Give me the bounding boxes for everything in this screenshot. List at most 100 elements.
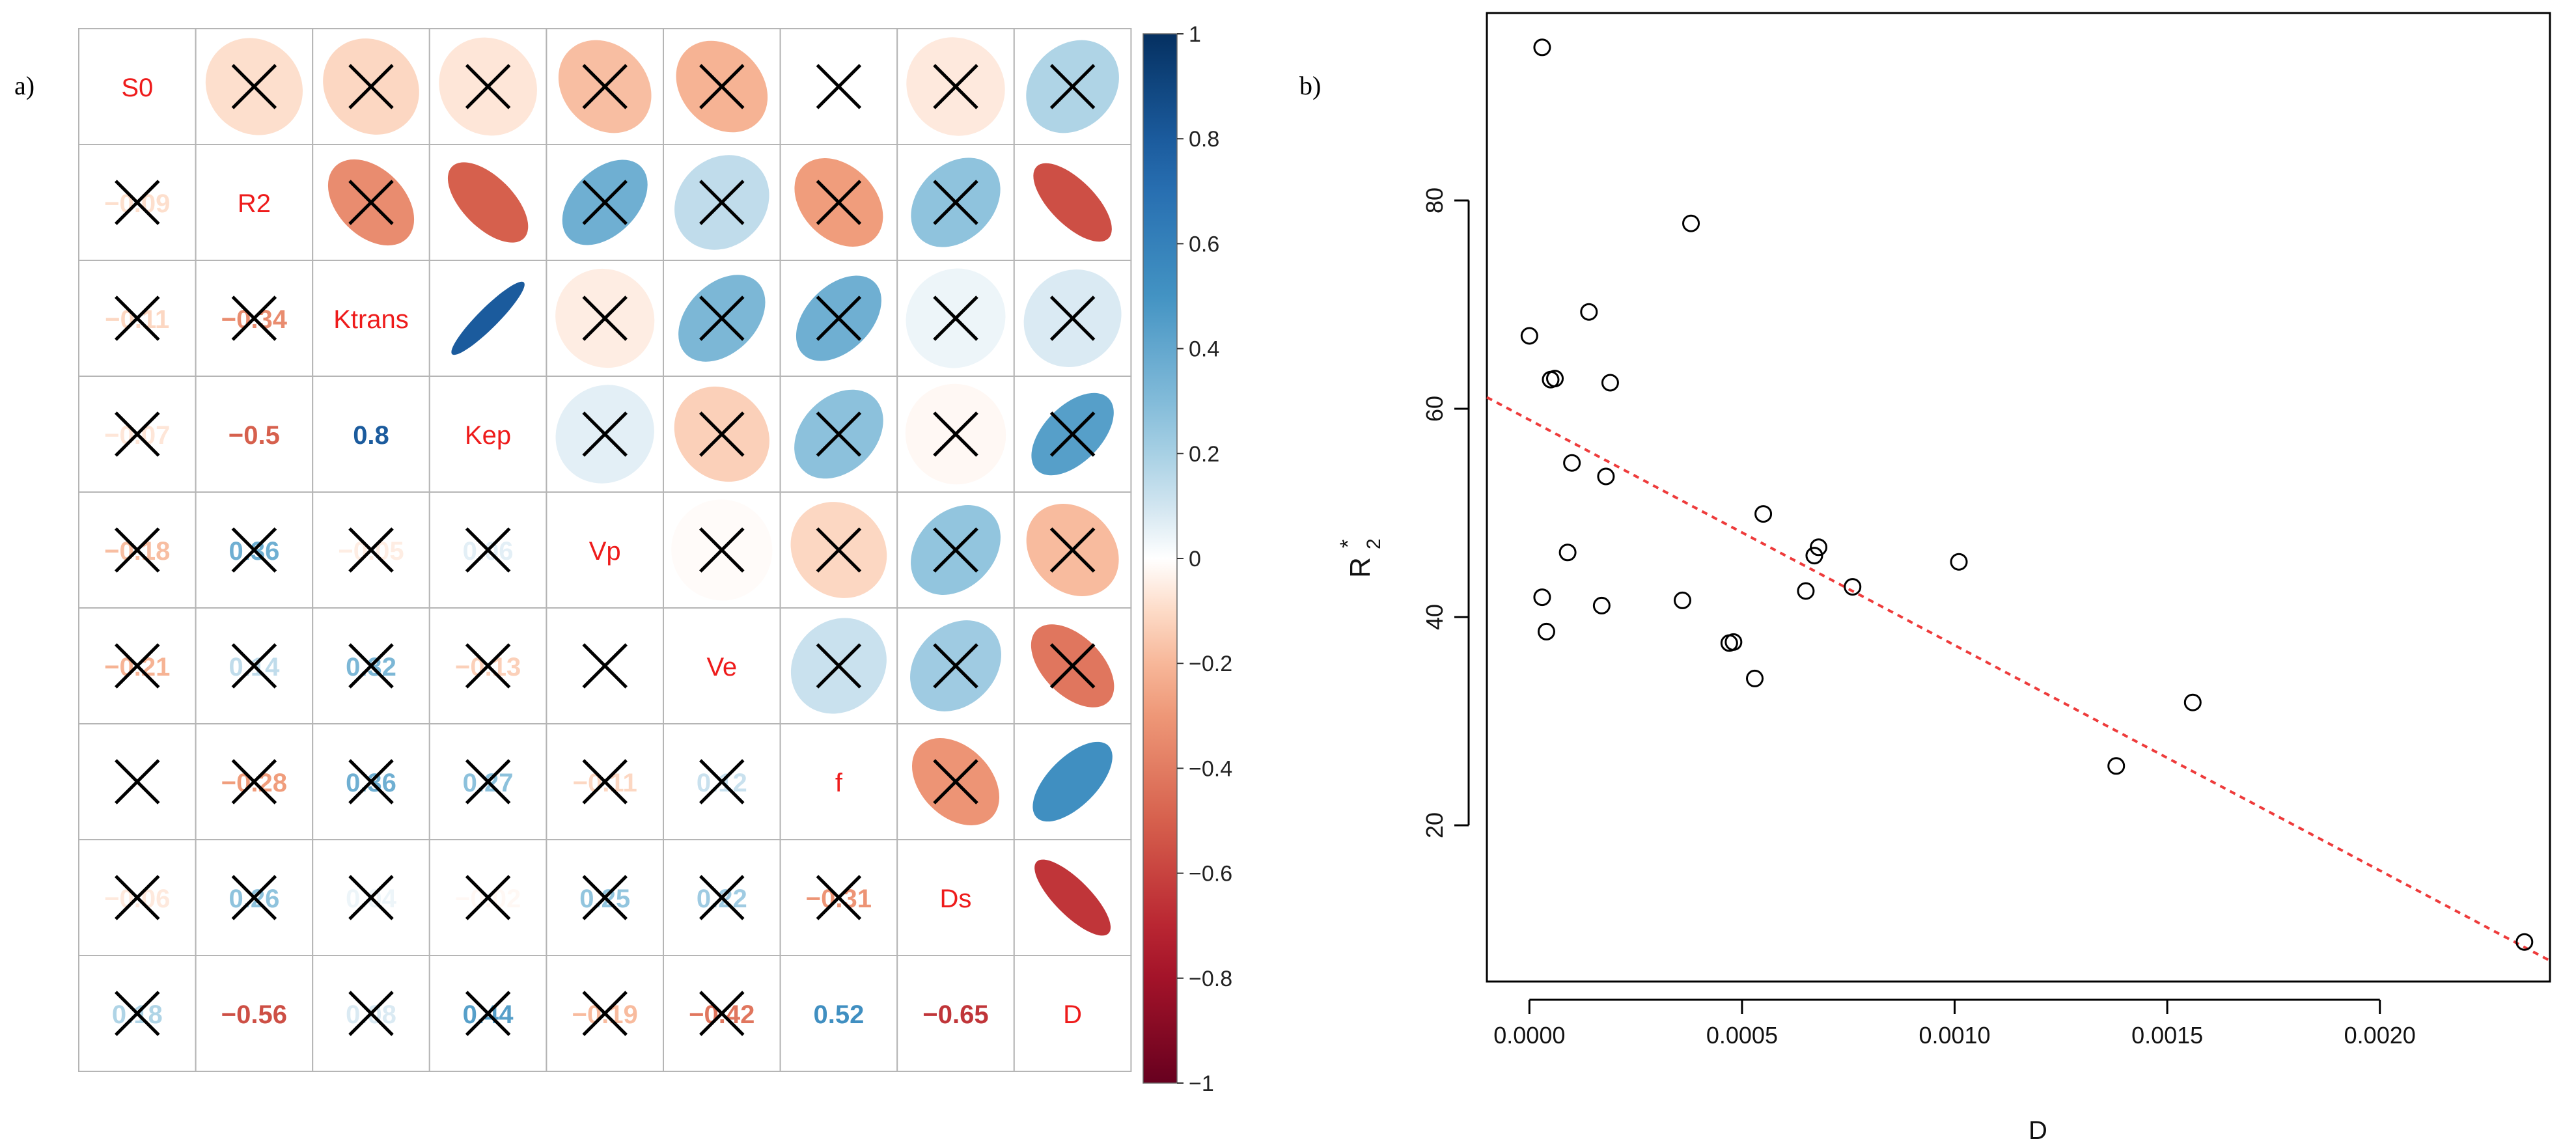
variable-label: Ve (706, 653, 737, 681)
significance-cross (1049, 64, 1096, 109)
colorbar-tick-label: −0.2 (1189, 652, 1232, 676)
variable-label: Vp (589, 537, 621, 566)
matrix-cell (663, 28, 781, 145)
correlation-ellipse (1034, 859, 1111, 936)
significance-cross (231, 296, 277, 341)
matrix-cell (779, 144, 898, 261)
correlation-value: −0.56 (221, 1000, 287, 1029)
matrix-cell: −0.21 (78, 607, 197, 724)
y-axis-label-superscript: * (1336, 540, 1361, 548)
colorbar-tick-label: 0 (1189, 547, 1201, 571)
significance-cross (115, 411, 160, 457)
significance-cross (699, 991, 745, 1036)
matrix-cell (779, 260, 898, 377)
y-tick-label: 40 (1421, 604, 1448, 630)
colorbar-tick-label: −1 (1189, 1071, 1214, 1096)
matrix-cell: −0.34 (195, 260, 314, 377)
data-point (2515, 933, 2534, 951)
matrix-cell: 0.27 (428, 723, 547, 840)
data-point (2107, 757, 2126, 775)
data-point (1805, 547, 1823, 565)
matrix-cell: 0.14 (195, 607, 314, 724)
y-tick-label: 60 (1421, 396, 1448, 422)
correlation-value: 0.8 (353, 421, 389, 450)
significance-cross (582, 64, 628, 109)
significance-cross (582, 180, 628, 225)
data-point (1809, 538, 1827, 557)
matrix-cell (546, 144, 665, 261)
significance-cross (816, 875, 862, 920)
significance-cross (816, 411, 862, 457)
significance-cross (816, 64, 862, 109)
cell-border (663, 607, 781, 724)
matrix-cell: −0.65 (896, 955, 1015, 1072)
matrix-cell (428, 28, 547, 145)
scatter-plot: 0.0000 0.0005 0.0010 0.0015 0.0020 D 20 40 60 80 R… (1336, 12, 2551, 1141)
cell-border (896, 955, 1015, 1072)
matrix-cell (896, 28, 1015, 145)
significance-cross (465, 64, 511, 109)
matrix-cell (896, 260, 1015, 377)
matrix-cell (779, 607, 898, 724)
matrix-cell: −0.07 (78, 376, 197, 493)
significance-cross (1049, 411, 1096, 457)
significance-cross (465, 759, 511, 804)
matrix-cell: 0.12 (663, 723, 781, 840)
significance-cross (348, 527, 394, 573)
matrix-cell (779, 28, 898, 145)
variable-label: Ds (940, 885, 972, 913)
matrix-cell: Kep (428, 376, 547, 493)
significance-cross (582, 296, 628, 341)
cell-border (546, 491, 665, 609)
matrix-cell (312, 28, 430, 145)
matrix-cell (312, 144, 430, 261)
y-tick-label: 20 (1421, 812, 1448, 838)
variable-label: S0 (121, 74, 153, 102)
significance-cross (933, 527, 978, 573)
significance-cross (699, 527, 745, 573)
matrix-cell (779, 491, 898, 609)
matrix-cell: 0.18 (78, 955, 197, 1072)
data-point (1520, 327, 1538, 345)
colorbar-tick-label: −0.6 (1189, 862, 1232, 887)
matrix-cell: R2 (195, 144, 314, 261)
matrix-cell (546, 607, 665, 724)
matrix-cell: −0.5 (195, 376, 314, 493)
matrix-cell: Ds (896, 839, 1015, 956)
matrix-cell: Vp (546, 491, 665, 609)
cell-border (1013, 955, 1132, 1072)
correlation-ellipse (447, 162, 529, 243)
matrix-cell: 0.36 (195, 491, 314, 609)
data-point (1754, 505, 1773, 523)
variable-label: R2 (238, 189, 271, 218)
matrix-cell: Ve (663, 607, 781, 724)
significance-cross (348, 991, 394, 1036)
data-point (1724, 633, 1743, 651)
matrix-cell (78, 723, 197, 840)
significance-cross (933, 643, 978, 689)
matrix-cell (428, 260, 547, 377)
colorbar: 1 0.8 0.6 0.4 0.2 0 −0.2 −0.4 −0.6 −0.8 −1 (1143, 22, 1232, 1096)
data-point (1580, 303, 1598, 321)
correlation-value: −0.65 (922, 1000, 988, 1029)
significance-cross (348, 759, 394, 804)
correlation-ellipse (1033, 163, 1112, 242)
matrix-cell: 0.26 (195, 839, 314, 956)
matrix-cell: 0.52 (779, 955, 898, 1072)
matrix-cell: −0.18 (78, 491, 197, 609)
matrix-cell (663, 260, 781, 377)
regression-line (1486, 396, 2551, 962)
variable-label: f (835, 769, 843, 797)
significance-cross (933, 296, 978, 341)
data-point (1601, 374, 1619, 392)
matrix-cell (195, 28, 314, 145)
x-tick-label: 0.0005 (1706, 1022, 1778, 1049)
cell-border (779, 723, 898, 840)
significance-cross (115, 643, 160, 689)
matrix-cell: 0.44 (428, 955, 547, 1072)
matrix-cell: −0.06 (78, 839, 197, 956)
significance-cross (582, 411, 628, 457)
y-axis: 20 40 60 80 R * 2 (1336, 187, 1470, 838)
matrix-cell (896, 607, 1015, 724)
cell-border (896, 839, 1015, 956)
